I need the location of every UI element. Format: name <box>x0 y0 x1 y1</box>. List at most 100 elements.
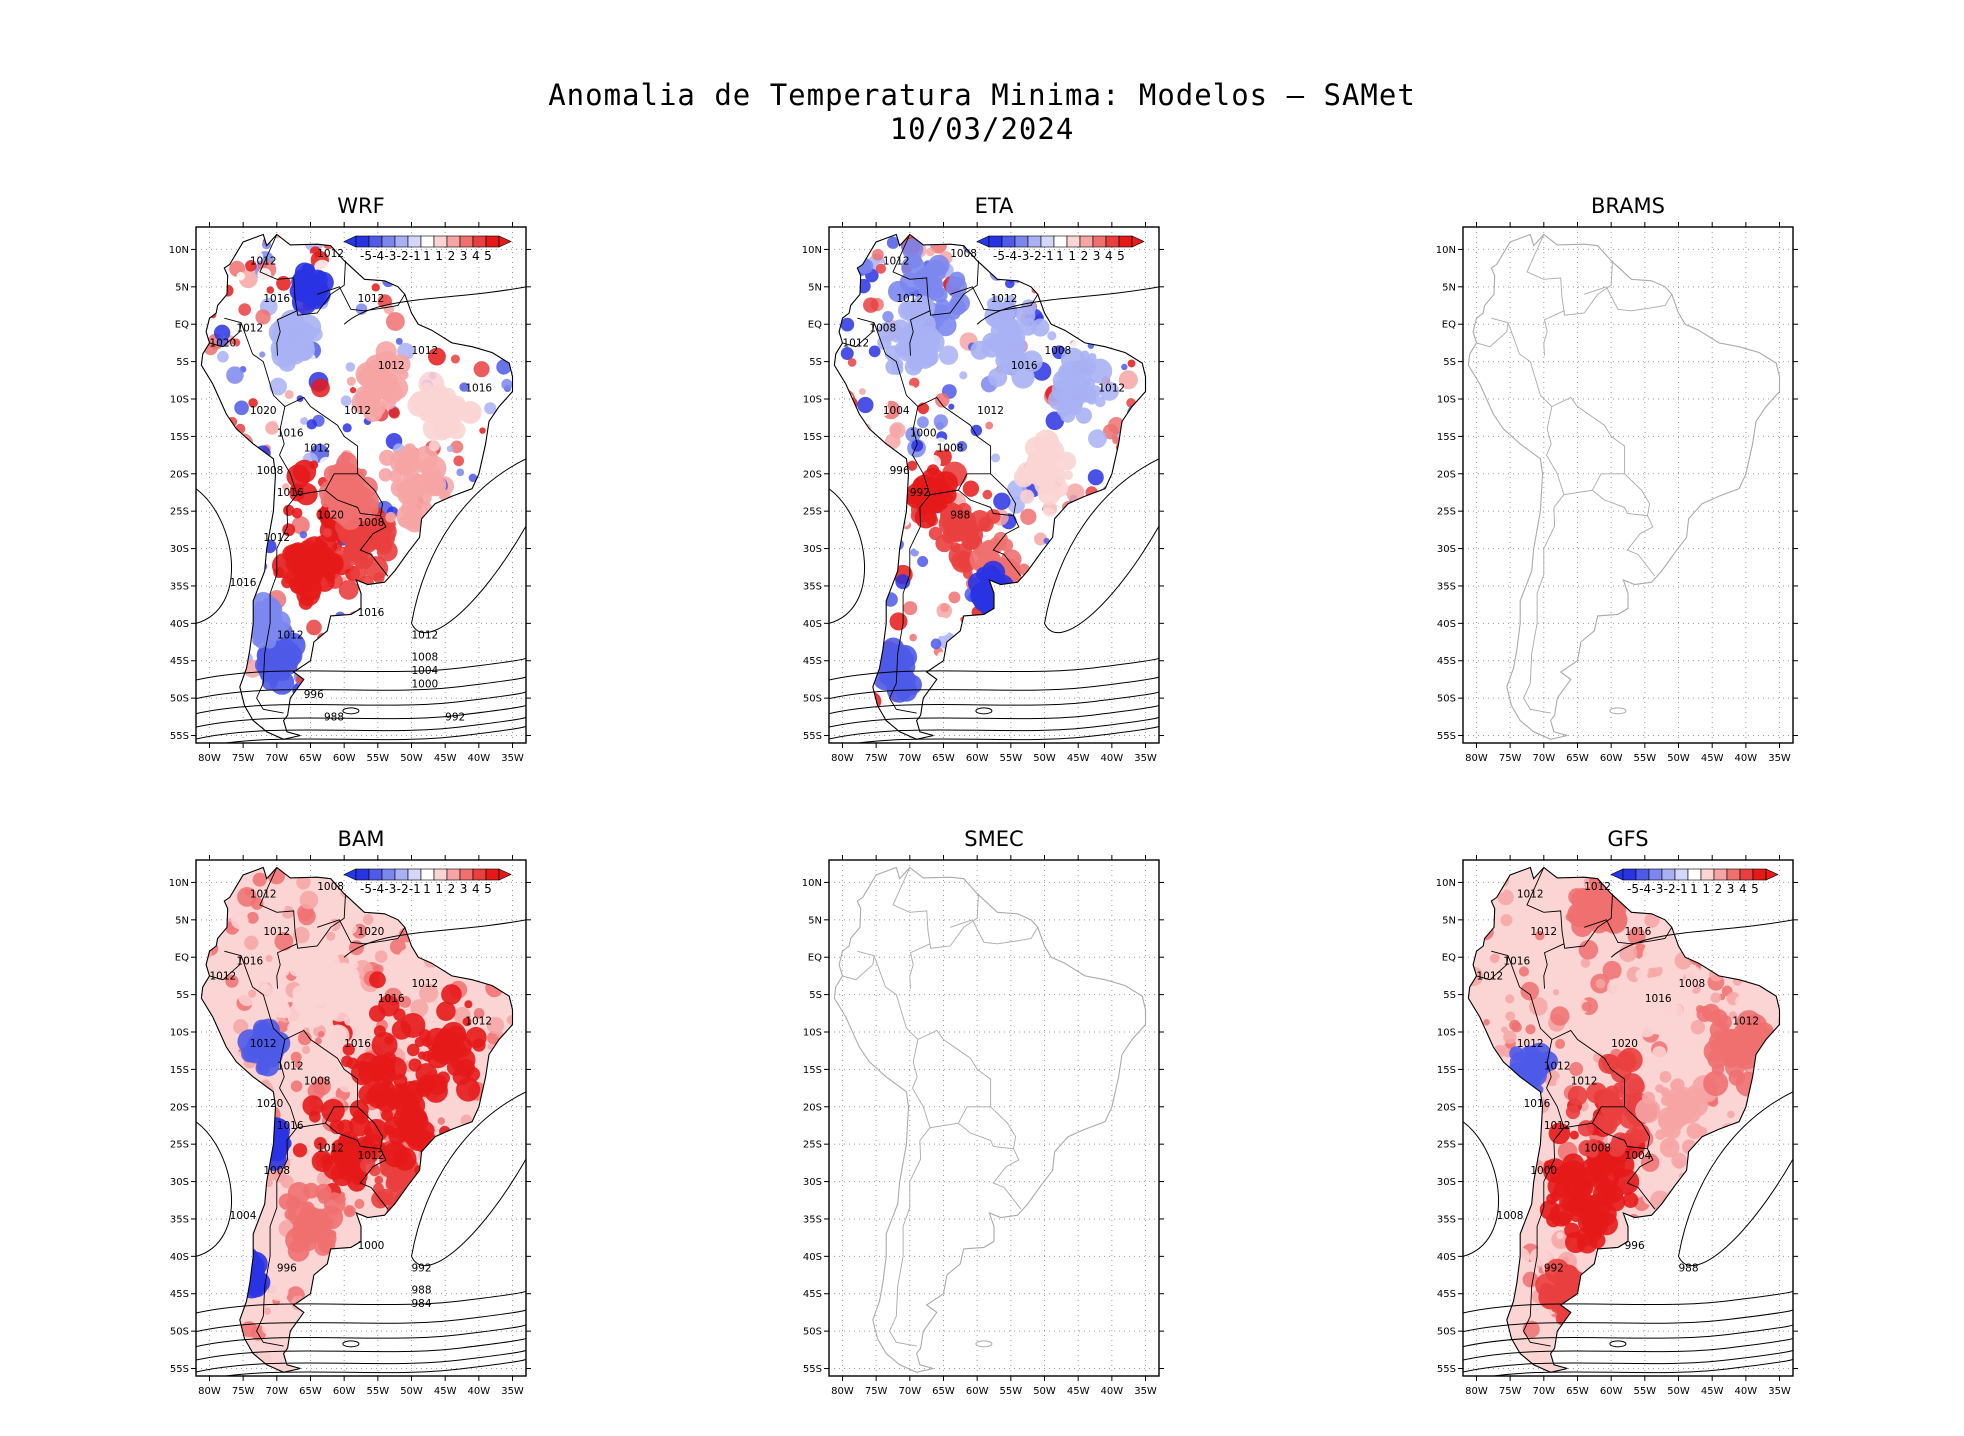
contour-label: 1012 <box>1530 926 1557 938</box>
colorbar: -5 -4 -3 -2 -1 1 1 2 3 4 5 <box>343 235 512 263</box>
colorbar-label: -5 <box>360 249 372 263</box>
lon-tick-label: 75W <box>232 1386 255 1397</box>
country-border <box>917 396 992 474</box>
lat-tick-label: 35S <box>170 581 189 592</box>
contour-label: 988 <box>1679 1262 1699 1274</box>
colorbar: -5 -4 -3 -2 -1 1 1 2 3 4 5 <box>343 868 512 896</box>
contour-label: 1016 <box>1524 1098 1551 1110</box>
lat-tick-label: 30S <box>803 1177 822 1188</box>
contour-label: 996 <box>304 689 324 701</box>
colorbar-swatch <box>1687 868 1702 881</box>
lat-tick-label: 55S <box>170 731 189 742</box>
colorbar-label: 5 <box>1751 882 1759 896</box>
lat-tick-label: 25S <box>803 507 822 518</box>
colorbar-label: -5 <box>360 882 372 896</box>
panel-title-wrf: WRF <box>337 194 385 218</box>
lat-tick-label: 20S <box>803 469 822 480</box>
map-panel-bam: 1012100810121016101210201016101610121012… <box>169 855 531 1397</box>
contour-label: 1012 <box>412 629 439 641</box>
figure-title-line1: Anomalia de Temperatura Minima: Modelos … <box>548 78 1416 112</box>
colorbar-label: 3 <box>1093 249 1101 263</box>
lon-tick-label: 40W <box>468 1386 491 1397</box>
lat-tick-label: EQ <box>1442 320 1456 331</box>
lat-tick-label: 10S <box>170 1028 189 1039</box>
country-border <box>224 317 242 324</box>
lon-tick-label: 40W <box>1735 1386 1758 1397</box>
colorbar-swatch <box>459 868 474 881</box>
colorbar-swatch <box>407 235 422 248</box>
lat-tick-label: 20S <box>170 1102 189 1113</box>
contour-label: 1016 <box>1011 360 1038 372</box>
colorbar-swatch <box>472 235 487 248</box>
colorbar-label: 2 <box>448 249 456 263</box>
country-border <box>1476 955 1521 988</box>
lat-tick-label: 45S <box>170 656 189 667</box>
contour-label: 1004 <box>230 1210 257 1222</box>
lat-tick-label: EQ <box>808 320 822 331</box>
colorbar-label: 2 <box>1081 249 1089 263</box>
contour-label: 1008 <box>1584 1143 1611 1155</box>
lat-tick-label: 20S <box>1437 469 1456 480</box>
country-border <box>889 1127 931 1347</box>
lon-tick-label: 75W <box>232 753 255 764</box>
country-border <box>279 454 358 496</box>
lon-tick-label: 40W <box>468 753 491 764</box>
lat-tick-label: 10N <box>1436 878 1456 889</box>
lon-tick-label: 35W <box>1768 1386 1791 1397</box>
contour-label: 1012 <box>304 442 331 454</box>
contour-label: 988 <box>324 712 344 724</box>
contour-label: 1012 <box>263 926 290 938</box>
colorbar-label: 4 <box>1739 882 1747 896</box>
colorbar-label: -1 <box>1676 882 1688 896</box>
colorbar-swatch <box>988 235 1003 248</box>
lon-tick-label: 80W <box>198 1386 221 1397</box>
lat-tick-label: 35S <box>1437 1214 1456 1225</box>
country-border <box>279 1087 358 1129</box>
contour-label: 996 <box>890 465 910 477</box>
contour-label: 1016 <box>277 1120 304 1132</box>
colorbar-swatch <box>446 868 461 881</box>
colorbar-swatch <box>433 868 448 881</box>
lat-tick-label: 20S <box>803 1102 822 1113</box>
contour-label: 1008 <box>869 323 896 335</box>
contour-label: 1012 <box>1571 1075 1598 1087</box>
map-panel-eta: 1012100810121008101210121016101210081012… <box>802 222 1164 764</box>
colorbar-label: -3 <box>384 882 396 896</box>
colorbar-label: 4 <box>472 249 480 263</box>
colorbar-label: 4 <box>1105 249 1113 263</box>
country-border <box>1476 322 1521 355</box>
lon-tick-label: 35W <box>1768 753 1791 764</box>
contour-label: 1008 <box>317 881 344 893</box>
contour-label: 988 <box>950 510 970 522</box>
colorbar-label: -3 <box>1651 882 1663 896</box>
map-panel-brams: 10N 5N EQ 5S 10S 15S 20S 25S 30S 35S 40S 45S 50S 55S 8… <box>1436 222 1798 764</box>
country-border <box>209 322 254 355</box>
country-border <box>325 473 384 517</box>
colorbar-label: 1 <box>1690 882 1698 896</box>
contour-label: 1012 <box>250 1038 277 1050</box>
colorbar-swatch <box>394 868 409 881</box>
lon-tick-label: 55W <box>1000 753 1023 764</box>
country-border <box>892 867 931 944</box>
lon-tick-label: 55W <box>1000 1386 1023 1397</box>
lat-tick-label: 10S <box>803 1028 822 1039</box>
contour-label: 1016 <box>1625 926 1652 938</box>
colorbar-swatch <box>355 868 370 881</box>
lat-tick-label: 40S <box>1437 1252 1456 1263</box>
country-border <box>256 494 298 714</box>
contour-label: 992 <box>445 712 465 724</box>
lat-tick-label: 10S <box>803 395 822 406</box>
lon-tick-label: 65W <box>1566 753 1589 764</box>
country-border <box>1543 260 1613 356</box>
country-border <box>224 950 242 957</box>
lat-tick-label: 5N <box>1442 915 1456 926</box>
colorbar-swatch <box>1752 868 1767 881</box>
lon-tick-label: 35W <box>501 753 524 764</box>
contour-label: 1012 <box>1584 881 1611 893</box>
lat-tick-label: 45S <box>1437 1289 1456 1300</box>
contour-label: 988 <box>412 1285 432 1297</box>
lon-tick-label: 60W <box>1600 753 1623 764</box>
colorbar-swatch <box>433 235 448 248</box>
country-border <box>276 893 346 989</box>
colorbar-swatch <box>1118 235 1133 248</box>
